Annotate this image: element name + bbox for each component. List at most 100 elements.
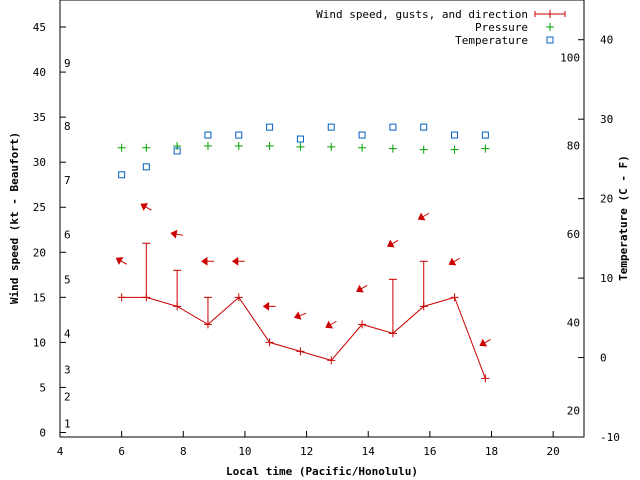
- legend: Wind speed, gusts, and directionPressure…: [316, 8, 566, 47]
- pressure-point: [481, 144, 490, 153]
- beaufort-label: 5: [64, 273, 71, 286]
- x-tick-label: 20: [547, 445, 560, 458]
- legend-key-wind-point: [546, 10, 554, 18]
- temperature-point: [173, 147, 181, 155]
- beaufort-label: 8: [64, 120, 71, 133]
- fahrenheit-label: 80: [567, 140, 580, 153]
- wind-direction-arrow: [386, 239, 399, 248]
- pressure-point: [296, 142, 305, 151]
- pressure-point: [142, 143, 151, 152]
- y2-axis-label: Temperature (C - F): [617, 155, 630, 281]
- beaufort-label: 6: [64, 228, 71, 241]
- temperature-point: [142, 163, 150, 171]
- y-tick-label: 5: [39, 381, 46, 394]
- wind-direction-arrow: [417, 212, 430, 221]
- x-tick-label: 18: [485, 445, 498, 458]
- wind-point: [419, 302, 428, 311]
- wind-direction-arrow: [170, 229, 184, 239]
- beaufort-label: 7: [64, 174, 71, 187]
- temperature-point: [420, 123, 428, 131]
- beaufort-label: 9: [64, 57, 71, 70]
- wind-direction-arrow: [356, 284, 368, 293]
- wind-direction-arrow: [201, 256, 214, 266]
- y2-tick-label: -10: [600, 431, 620, 444]
- x-tick-label: 6: [118, 445, 125, 458]
- x-axis-label: Local time (Pacific/Honolulu): [226, 465, 418, 478]
- wind-point: [327, 356, 336, 365]
- x-tick-label: 10: [238, 445, 251, 458]
- y-tick-label: 20: [33, 246, 46, 259]
- temperature-point: [118, 171, 126, 179]
- pressure-point: [419, 145, 428, 154]
- fahrenheit-label: 20: [567, 405, 580, 418]
- series-layer: [115, 123, 491, 383]
- beaufort-label: 1: [64, 417, 71, 430]
- wind-point: [234, 293, 243, 302]
- y-tick-label: 40: [33, 66, 46, 79]
- y-tick-label: 35: [33, 111, 46, 124]
- temperature-point: [389, 123, 397, 131]
- wind-point: [358, 320, 367, 329]
- wind-point: [265, 338, 274, 347]
- temperature-point: [266, 123, 274, 131]
- y2-tick-label: 10: [600, 272, 613, 285]
- pressure-point: [327, 142, 336, 151]
- x-tick-label: 14: [362, 445, 376, 458]
- y-tick-label: 10: [33, 336, 46, 349]
- y-axis-label: Wind speed (kt - Beaufort): [8, 132, 21, 304]
- legend-key-temperature: [546, 36, 554, 44]
- wind-point: [173, 302, 182, 311]
- y2-tick-label: 30: [600, 113, 613, 126]
- pressure-point: [358, 143, 367, 152]
- beaufort-label: 2: [64, 390, 71, 403]
- temperature-point: [204, 131, 212, 139]
- wind-direction-arrow: [325, 320, 337, 329]
- fahrenheit-label: 60: [567, 228, 580, 241]
- pressure-point: [265, 141, 274, 150]
- pressure-point: [173, 141, 182, 150]
- beaufort-label: 4: [64, 327, 71, 340]
- temperature-point: [481, 131, 489, 139]
- legend-label: Pressure: [475, 21, 528, 34]
- y-tick-label: 30: [33, 156, 46, 169]
- wind-point: [481, 374, 490, 383]
- pressure-point: [117, 143, 126, 152]
- pressure-point: [450, 145, 459, 154]
- temperature-point: [358, 131, 366, 139]
- y-tick-label: 45: [33, 21, 46, 34]
- wind-point: [203, 320, 212, 329]
- y-tick-label: 15: [33, 291, 46, 304]
- wind-point: [296, 347, 305, 356]
- wind-point: [142, 293, 151, 302]
- wind-point: [450, 293, 459, 302]
- wind-direction-arrow: [262, 301, 276, 311]
- pressure-point: [203, 141, 212, 150]
- fahrenheit-label: 100: [560, 51, 580, 64]
- legend-label: Temperature: [455, 34, 528, 47]
- pressure-point: [234, 141, 243, 150]
- y2-tick-label: 20: [600, 193, 613, 206]
- wind-direction-arrow: [293, 311, 307, 320]
- pressure-point: [388, 144, 397, 153]
- wind-direction-arrow: [140, 203, 152, 211]
- wind-point: [117, 293, 126, 302]
- legend-label: Wind speed, gusts, and direction: [316, 8, 528, 21]
- temperature-point: [235, 131, 243, 139]
- axes-layer: 4 6 8 10 12 14 16 18 200510152025303540451234567…: [33, 21, 620, 458]
- temperature-point: [296, 135, 304, 143]
- fahrenheit-label: 40: [567, 316, 580, 329]
- wind-direction-arrow: [448, 257, 460, 266]
- temperature-point: [451, 131, 459, 139]
- wind-point: [388, 329, 397, 338]
- y2-tick-label: 40: [600, 34, 613, 47]
- y-tick-label: 0: [39, 426, 46, 439]
- temperature-point: [327, 123, 335, 131]
- x-tick-label: 8: [180, 445, 187, 458]
- y2-tick-label: 0: [600, 352, 607, 365]
- y-tick-label: 25: [33, 201, 46, 214]
- wind-direction-arrow: [479, 338, 491, 347]
- wind-direction-arrow: [115, 257, 128, 265]
- plot-area: [59, 0, 585, 438]
- wind-direction-arrow: [231, 256, 245, 266]
